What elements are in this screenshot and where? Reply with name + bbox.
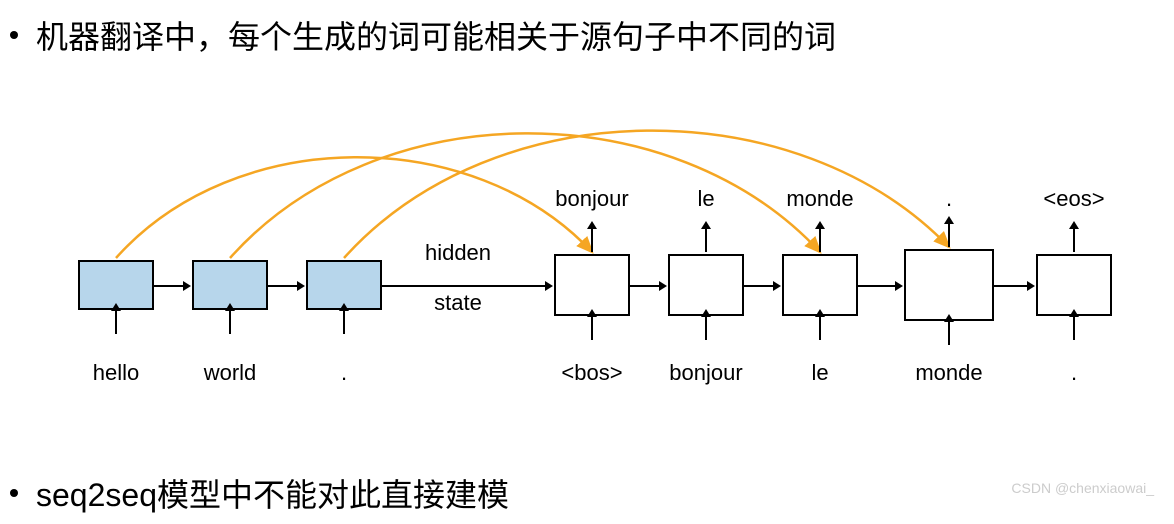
decoder-box-2 [782, 254, 858, 316]
decoder-box-1 [668, 254, 744, 316]
dec-h-arrow-1 [744, 285, 774, 287]
dec-h-arrow-3 [994, 285, 1028, 287]
decoder-input-label-4: . [1071, 360, 1077, 386]
decoder-output-arrow-0 [591, 228, 593, 252]
decoder-input-arrow-3 [948, 321, 950, 345]
decoder-output-arrow-2 [819, 228, 821, 252]
enc-h-arrow-1 [268, 285, 298, 287]
attention-arc-1 [230, 133, 820, 258]
decoder-output-label-2: monde [786, 186, 853, 212]
decoder-output-arrow-3 [948, 223, 950, 247]
bullet-top: 机器翻译中，每个生成的词可能相关于源句子中不同的词 [10, 12, 836, 58]
bullet-dot [10, 489, 18, 497]
decoder-output-arrow-4 [1073, 228, 1075, 252]
bullet-bottom-text: seq2seq模型中不能对此直接建模 [36, 470, 509, 516]
dec-h-arrow-0 [630, 285, 660, 287]
watermark: CSDN @chenxiaowai_ [1011, 480, 1154, 496]
decoder-box-4 [1036, 254, 1112, 316]
attention-arc-0 [116, 157, 592, 258]
bullet-top-text: 机器翻译中，每个生成的词可能相关于源句子中不同的词 [36, 12, 836, 58]
hidden-state-label-bottom: state [434, 290, 482, 316]
dec-h-arrow-2 [858, 285, 896, 287]
bullet-bottom: seq2seq模型中不能对此直接建模 [10, 470, 509, 516]
seq2seq-diagram: hidden state hello world. bonjour <bos> le bo… [0, 80, 1174, 420]
enc-h-arrow-0 [154, 285, 184, 287]
encoder-input-arrow-0 [115, 310, 117, 334]
bullet-dot [10, 31, 18, 39]
decoder-input-label-2: le [811, 360, 828, 386]
encoder-input-arrow-2 [343, 310, 345, 334]
decoder-input-arrow-2 [819, 316, 821, 340]
decoder-output-arrow-1 [705, 228, 707, 252]
decoder-output-label-3: . [946, 186, 952, 212]
encoder-input-arrow-1 [229, 310, 231, 334]
decoder-input-label-3: monde [915, 360, 982, 386]
decoder-input-arrow-4 [1073, 316, 1075, 340]
decoder-input-arrow-0 [591, 316, 593, 340]
encoder-input-label-1: world [204, 360, 257, 386]
encoder-input-label-0: hello [93, 360, 139, 386]
decoder-output-label-0: bonjour [555, 186, 628, 212]
hidden-state-label-top: hidden [425, 240, 491, 266]
decoder-input-label-1: bonjour [669, 360, 742, 386]
encoder-input-label-2: . [341, 360, 347, 386]
hidden-state-arrow [382, 285, 546, 287]
decoder-box-3 [904, 249, 994, 321]
decoder-input-arrow-1 [705, 316, 707, 340]
decoder-output-label-4: <eos> [1043, 186, 1104, 212]
decoder-box-0 [554, 254, 630, 316]
decoder-output-label-1: le [697, 186, 714, 212]
decoder-input-label-0: <bos> [561, 360, 622, 386]
